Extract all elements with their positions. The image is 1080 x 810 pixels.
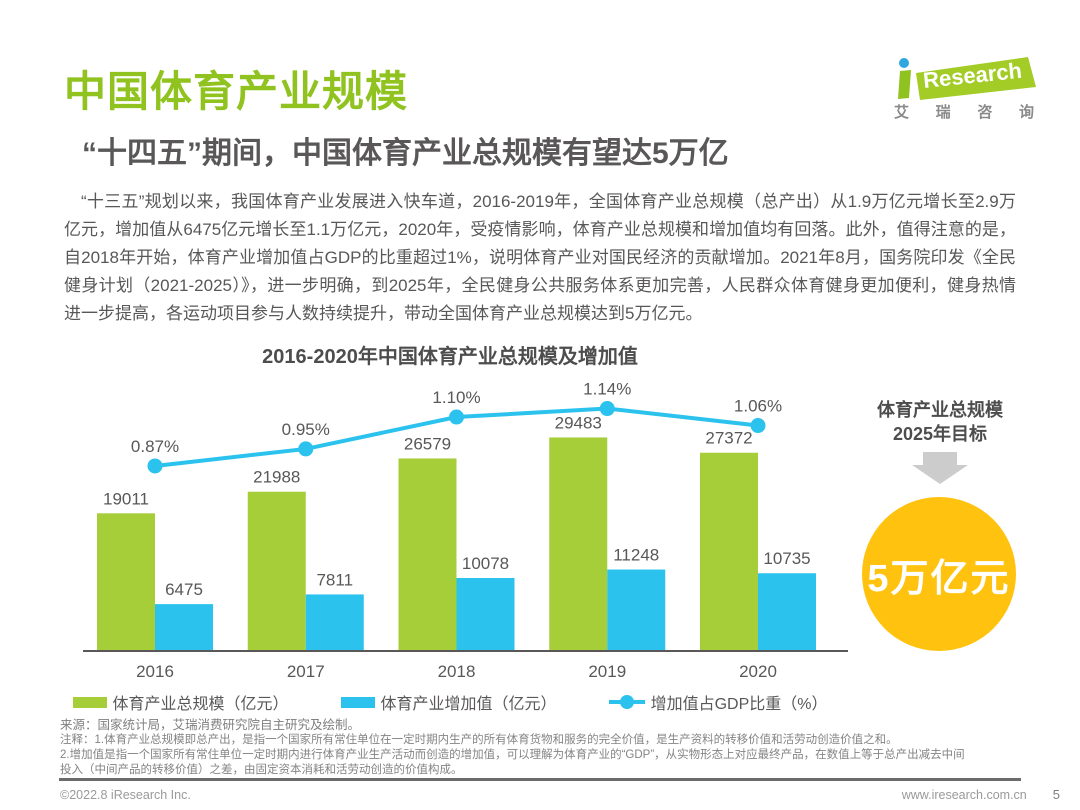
gdp-ratio-value-label: 1.10% bbox=[432, 388, 480, 407]
legend-swatch-green bbox=[72, 696, 107, 708]
gdp-ratio-marker bbox=[449, 409, 464, 425]
gdp-ratio-value-label: 0.87% bbox=[131, 437, 179, 456]
logo-i-stem bbox=[898, 70, 911, 99]
iresearch-logo-icon: Research bbox=[898, 57, 1036, 100]
footnote-line3: 投入（中间产品的转移价值）之差，由固定资本消耗和活劳动创造的价值构成。 bbox=[60, 764, 463, 776]
target-value-circle: 5万亿元 bbox=[862, 497, 1016, 651]
x-axis-tick-label: 2017 bbox=[287, 662, 325, 681]
target-title-line2: 2025年目标 bbox=[892, 424, 988, 444]
logo-cn-char: 询 bbox=[1018, 104, 1034, 121]
logo-cn-char: 咨 bbox=[977, 104, 993, 121]
legend-line-dot bbox=[619, 695, 634, 709]
body-paragraph: “十三五”规划以来，我国体育产业发展进入快车道，2016-2019年，全国体育产… bbox=[64, 192, 1016, 323]
bar-added-value-label: 11248 bbox=[613, 546, 659, 565]
bar-total-scale bbox=[549, 437, 608, 651]
gdp-ratio-marker bbox=[298, 441, 314, 457]
x-axis-tick-label: 2019 bbox=[588, 662, 626, 681]
bar-added-value bbox=[607, 569, 666, 651]
footnote-line1: 注释：1.体育产业总规模即总产出，是指一个国家所有常住单位在一定时期内生产的所有… bbox=[60, 734, 898, 746]
source-note: 来源：国家统计局，艾瑞消费研究院自主研究及绘制。 bbox=[60, 718, 361, 732]
bar-added-value bbox=[305, 594, 364, 651]
chart-legend: 体育产业总规模（亿元） 体育产业增加值（亿元） 增加值占GDP比重（%） bbox=[55, 690, 845, 714]
target-value: 5万亿元 bbox=[867, 557, 1011, 600]
bar-added-value bbox=[155, 604, 213, 651]
gdp-ratio-value-label: 1.06% bbox=[734, 397, 782, 416]
page-subtitle: “十四五”期间，中国体育产业总规模有望达5万亿 bbox=[82, 137, 729, 170]
gdp-ratio-marker bbox=[750, 418, 766, 434]
legend-label-gdp-ratio: 增加值占GDP比重（%） bbox=[650, 696, 828, 713]
logo-cn-char: 艾 bbox=[894, 104, 910, 121]
logo-banner bbox=[916, 57, 1036, 100]
footer: ©2022.8 iResearch Inc. www.iresearch.com… bbox=[60, 787, 1060, 802]
legend-item-gdp-ratio: 增加值占GDP比重（%） bbox=[608, 690, 828, 714]
logo-chinese-name: 艾 瑞 咨 询 bbox=[894, 101, 1034, 122]
bar-total-value-label: 26579 bbox=[404, 434, 451, 453]
gdp-ratio-value-label: 1.14% bbox=[583, 383, 631, 399]
target-title: 体育产业总规模 2025年目标 bbox=[850, 398, 1030, 446]
gdp-ratio-marker bbox=[147, 458, 163, 474]
bar-total-value-label: 21988 bbox=[253, 468, 300, 487]
bar-added-value-label: 7811 bbox=[316, 570, 353, 589]
legend-label-added-value: 体育产业增加值（亿元） bbox=[380, 696, 557, 713]
footnote-line2: 2.增加值是指一个国家所有常住单位一定时期内进行体育产业生产活动而创造的增加值，… bbox=[60, 749, 965, 761]
page-title: 中国体育产业规模 bbox=[64, 68, 409, 115]
x-axis-tick-label: 2018 bbox=[438, 662, 476, 681]
bar-total-scale bbox=[700, 452, 758, 651]
bar-total-scale bbox=[247, 491, 306, 651]
legend-swatch-line-marker bbox=[608, 695, 645, 709]
bar-total-scale bbox=[97, 513, 155, 651]
legend-item-added-value: 体育产业增加值（亿元） bbox=[340, 690, 557, 714]
x-axis-tick-label: 2020 bbox=[739, 662, 777, 681]
iresearch-logo: Research 艾 瑞 咨 询 bbox=[880, 55, 1040, 125]
down-arrow-head-icon bbox=[912, 465, 968, 484]
gdp-ratio-value-label: 0.95% bbox=[282, 420, 330, 439]
bar-added-value-label: 10735 bbox=[763, 549, 810, 568]
footer-page-number: 5 bbox=[1052, 787, 1060, 802]
gdp-ratio-marker bbox=[599, 401, 615, 417]
chart-title: 2016-2020年中国体育产业总规模及增加值 bbox=[262, 346, 638, 368]
bar-added-value bbox=[456, 578, 515, 651]
bar-total-value-label: 27372 bbox=[705, 429, 752, 448]
bar-total-value-label: 19011 bbox=[103, 489, 149, 508]
legend-item-total-scale: 体育产业总规模（亿元） bbox=[72, 690, 289, 714]
legend-label-total-scale: 体育产业总规模（亿元） bbox=[112, 696, 289, 713]
bar-added-value-label: 10078 bbox=[462, 554, 509, 573]
x-axis-tick-label: 2016 bbox=[136, 662, 174, 681]
footer-website: www.iresearch.com.cn bbox=[901, 787, 1027, 802]
combo-chart: 19011 6475 2016 21988 7811 2017 26579 10078 2018… bbox=[83, 383, 848, 681]
down-arrow-icon bbox=[923, 452, 957, 465]
footer-divider bbox=[59, 778, 1021, 781]
bar-total-value-label: 29483 bbox=[555, 413, 602, 432]
legend-swatch-blue bbox=[340, 696, 375, 708]
bar-added-value bbox=[758, 573, 816, 651]
bar-total-scale bbox=[398, 458, 457, 651]
bar-added-value-label: 6475 bbox=[165, 580, 203, 599]
logo-i-dot bbox=[899, 58, 909, 68]
logo-cn-char: 瑞 bbox=[935, 104, 951, 121]
target-title-line1: 体育产业总规模 bbox=[877, 400, 1003, 420]
footer-copyright: ©2022.8 iResearch Inc. bbox=[60, 787, 191, 802]
